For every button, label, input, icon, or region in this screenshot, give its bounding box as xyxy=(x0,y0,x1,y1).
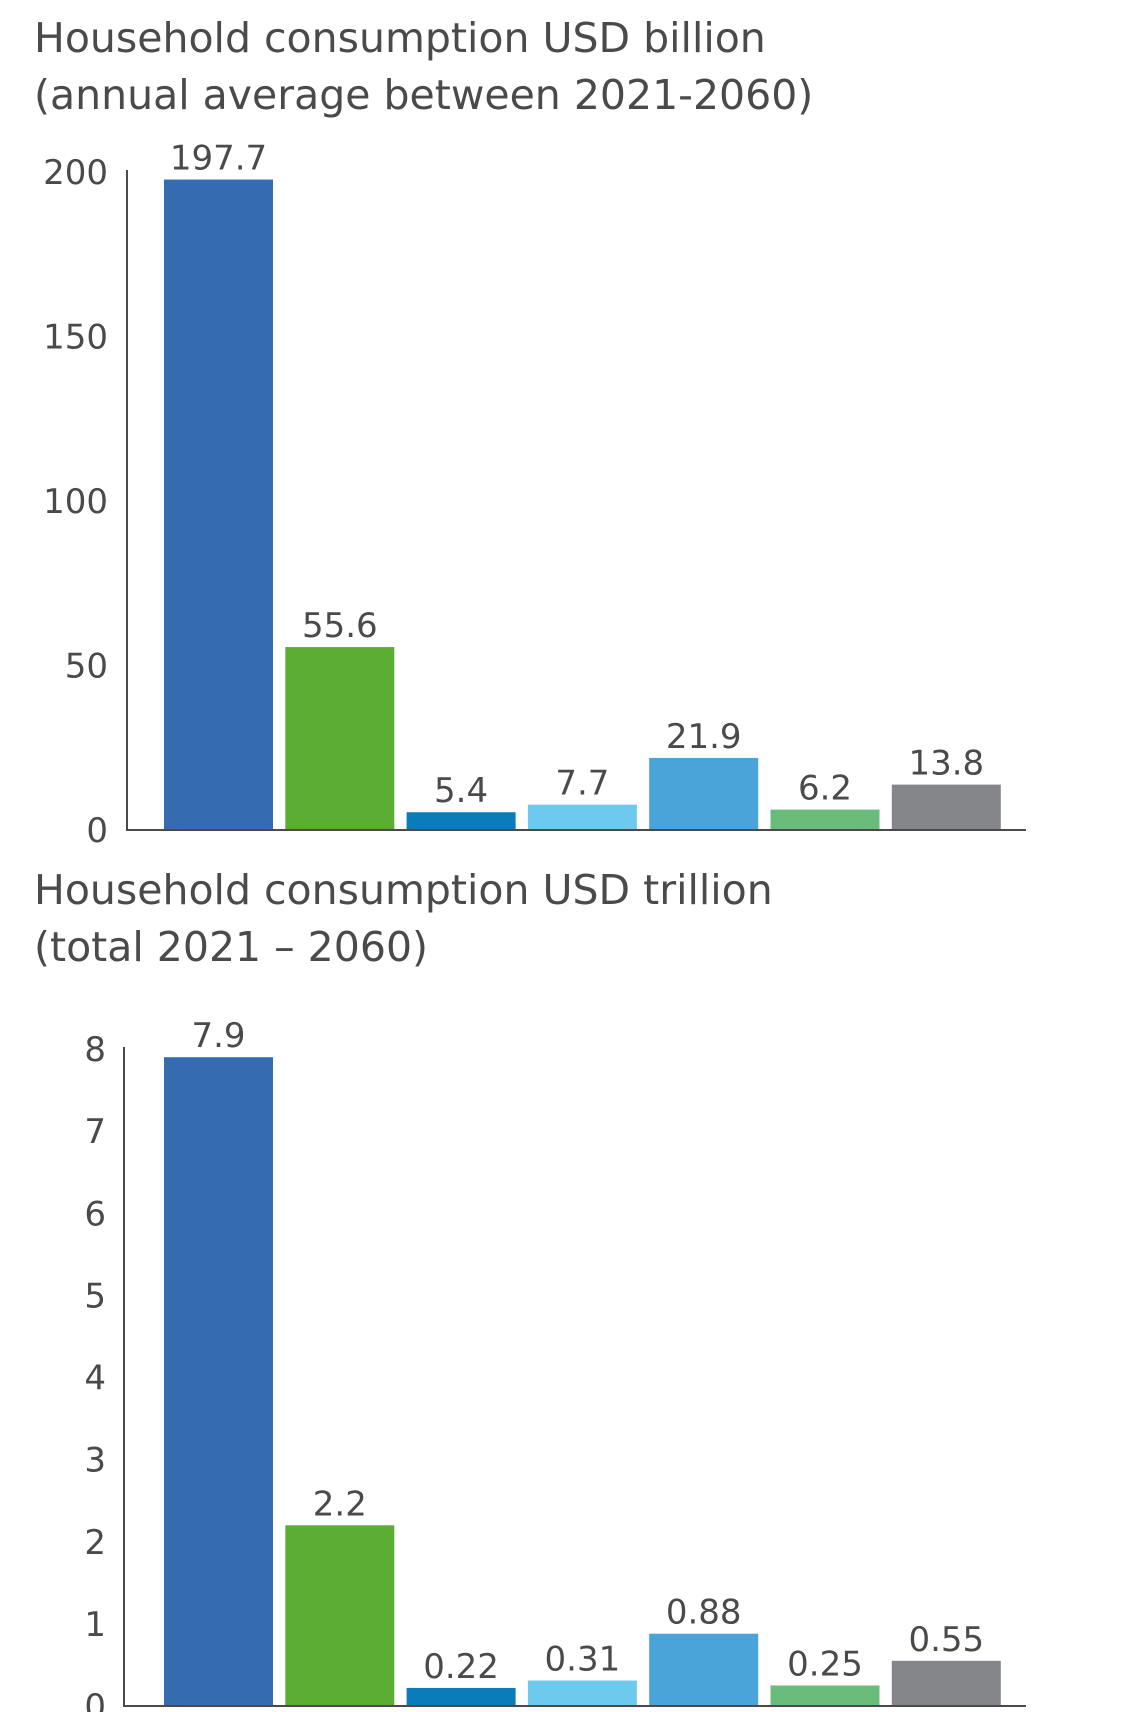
chart-bottom: Household consumption USD trillion (tota… xyxy=(0,860,1121,1712)
bar-value-label: 5.4 xyxy=(434,771,488,811)
bar-value-label: 21.9 xyxy=(666,717,742,757)
bar-value-label: 6.2 xyxy=(798,769,852,809)
bar-value-label: 2.2 xyxy=(313,1484,367,1524)
bar-value-label: 7.7 xyxy=(555,764,609,804)
y-tick-label: 0 xyxy=(84,1687,106,1712)
y-tick-label: 1 xyxy=(84,1605,106,1645)
y-tick-label: 5 xyxy=(84,1276,106,1316)
y-tick-label: 150 xyxy=(43,318,108,358)
chart-title-line-1: Household consumption USD trillion xyxy=(34,866,773,914)
bar-value-label: 7.9 xyxy=(191,1016,245,1056)
bar xyxy=(891,784,1001,830)
y-tick-label: 3 xyxy=(84,1441,106,1481)
bar xyxy=(891,1660,1001,1706)
y-tick-label: 2 xyxy=(84,1523,106,1563)
y-tick-label: 7 xyxy=(84,1112,106,1152)
bar xyxy=(285,647,395,830)
y-tick-label: 200 xyxy=(43,153,108,193)
bar-value-label: 197.7 xyxy=(170,139,267,179)
y-tick-label: 100 xyxy=(43,482,108,522)
bar xyxy=(406,812,516,830)
bar-value-label: 0.55 xyxy=(908,1620,984,1660)
bar-value-label: 0.31 xyxy=(545,1640,621,1680)
bar xyxy=(649,1633,759,1706)
y-tick-label: 8 xyxy=(84,1030,106,1070)
chart-title-line-2: (annual average between 2021-2060) xyxy=(34,71,814,119)
bar xyxy=(527,1680,637,1706)
y-tick-label: 50 xyxy=(65,647,108,687)
bar-value-label: 0.22 xyxy=(423,1647,499,1687)
chart-title-line-2: (total 2021 – 2060) xyxy=(34,923,429,971)
bar-chart-top: 0 50 100 150 200 197.7 55.6 5.4 7.7 21.9 6.2 13.8 xyxy=(43,139,1026,851)
y-tick-label: 4 xyxy=(84,1359,106,1399)
chart-title: Household consumption USD billion (annua… xyxy=(34,10,813,124)
bar-value-label: 0.25 xyxy=(787,1644,863,1684)
bar xyxy=(164,179,273,830)
bar-value-label: 0.88 xyxy=(666,1593,742,1633)
y-tick-label: 6 xyxy=(84,1194,106,1234)
bar-value-label: 55.6 xyxy=(302,606,378,646)
bar-chart-bottom: 0 1 2 3 4 5 6 7 8 7.9 2.2 0.22 0.31 0.88 0.25 0.55 xyxy=(84,1016,1026,1712)
bar xyxy=(164,1057,273,1706)
chart-title: Household consumption USD trillion (tota… xyxy=(34,862,773,976)
bar xyxy=(527,804,637,830)
bar xyxy=(285,1525,395,1706)
y-tick-label: 0 xyxy=(86,811,108,851)
chart-title-line-1: Household consumption USD billion xyxy=(34,14,766,62)
bar xyxy=(406,1687,516,1706)
bar xyxy=(649,757,759,830)
chart-top: Household consumption USD billion (annua… xyxy=(0,0,1121,851)
bar xyxy=(770,809,880,830)
bar xyxy=(770,1685,880,1706)
bar-value-label: 13.8 xyxy=(908,744,984,784)
